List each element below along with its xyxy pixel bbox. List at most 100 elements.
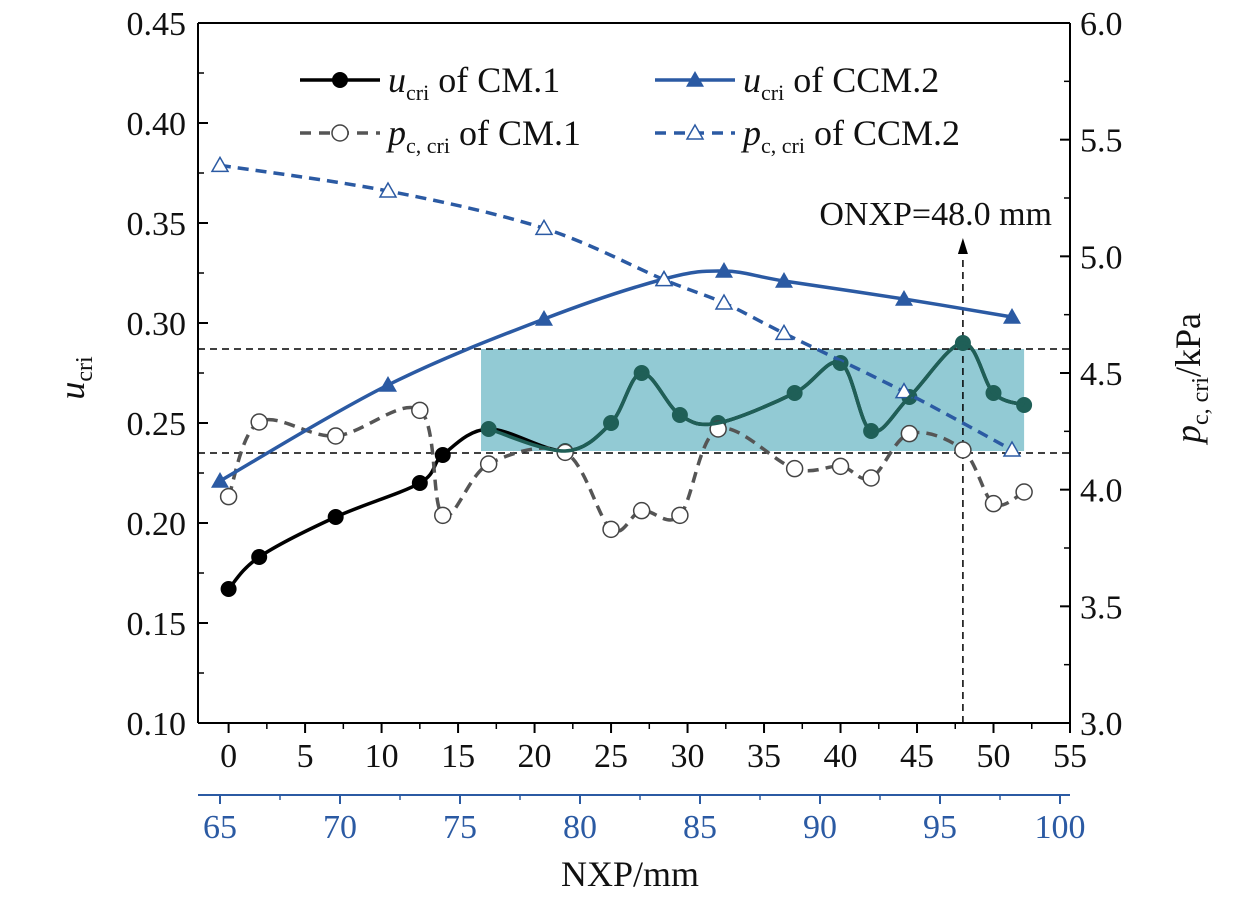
series-1-point: [671, 506, 689, 525]
series-1-point: [250, 413, 268, 431]
legend-marker-1: [331, 124, 349, 142]
series-2-point: [895, 290, 913, 306]
series-1-point: [831, 457, 850, 476]
legend-marker-0: [332, 72, 348, 88]
y-axis-title-right-suffix: /kPa: [1168, 313, 1208, 377]
legend-label-sub: cri: [761, 80, 784, 105]
legend-marker-2: [686, 71, 704, 87]
x2-tick-label: 95: [923, 809, 957, 846]
y-tick-label-right: 3.5: [1080, 589, 1123, 626]
y-tick-label-right: 5.5: [1080, 123, 1123, 160]
legend-label-0: ucri of CM.1: [388, 60, 560, 105]
y-tick-label-left: 0.20: [127, 506, 187, 543]
legend-label-main: u: [388, 60, 406, 100]
series-1-point: [785, 459, 804, 478]
y-tick-label-left: 0.30: [127, 306, 187, 343]
y-axis-title-left: ucri: [52, 356, 98, 400]
series-1-point: [900, 424, 919, 443]
y-axis-title-right-main: p: [1168, 425, 1208, 446]
series-0-point: [327, 509, 344, 525]
y-axis-title-right-sub: c, cri: [1188, 377, 1214, 425]
annotation-text-0: ONXP=48.0 mm: [819, 196, 1052, 233]
x-tick-label: 55: [1053, 738, 1087, 775]
legend-label-rest: of CCM.2: [784, 60, 939, 100]
y-axis-title-left-sub: cri: [72, 356, 98, 382]
legend-label-main: p: [385, 113, 406, 153]
series-1-point: [411, 401, 429, 420]
series-1-point: [326, 427, 345, 445]
y-tick-label-left: 0.25: [127, 406, 187, 443]
x-tick-label: 15: [441, 738, 475, 775]
x-tick-label: 35: [747, 738, 781, 775]
series-1-point: [954, 441, 972, 459]
series-1-point: [479, 455, 498, 473]
x-tick-label: 20: [518, 738, 552, 775]
legend-label-main: u: [743, 60, 761, 100]
legend-label-main: p: [740, 113, 761, 153]
series-2-point: [775, 272, 793, 288]
highlight-region: [481, 349, 1025, 451]
legend-label-2: ucri of CCM.2: [743, 60, 939, 105]
x2-tick-label: 100: [1035, 809, 1086, 846]
series-0-highlight-segment: [488, 341, 1025, 453]
series-3-point: [1002, 440, 1022, 457]
series-0-point: [220, 581, 237, 597]
y-tick-label-right: 3.0: [1080, 706, 1123, 743]
series-2-point: [211, 472, 229, 488]
series-1-point: [602, 520, 620, 539]
y-tick-label-left: 0.35: [127, 206, 187, 243]
series-1-point: [219, 487, 238, 506]
legend-label-1: pc, cri of CM.1: [385, 113, 581, 158]
x-tick-label: 50: [977, 738, 1011, 775]
series-line-1: [226, 405, 1025, 534]
series-3-point: [534, 218, 554, 236]
y-tick-label-right: 5.0: [1080, 239, 1123, 276]
series-0-point: [434, 447, 451, 463]
series-0-point: [411, 475, 428, 491]
series-2-point: [379, 376, 397, 392]
series-1-point: [632, 501, 651, 520]
series-0-point: [1016, 397, 1033, 413]
x-tick-label: 30: [671, 738, 705, 775]
x-tick-label: 0: [220, 738, 237, 775]
y-tick-label-left: 0.10: [127, 706, 187, 743]
series-1-point: [862, 469, 880, 487]
series-3-point: [378, 181, 398, 198]
y-tick-label-left: 0.15: [127, 606, 187, 643]
x-tick-label: 40: [824, 738, 858, 775]
legend-label-sub: c, cri: [406, 133, 450, 158]
series-3-point: [714, 293, 734, 310]
series-2-point: [715, 262, 733, 278]
series-1-point: [984, 494, 1003, 513]
x2-tick-label: 85: [683, 809, 717, 846]
x-tick-label: 45: [900, 738, 934, 775]
series-1-point: [434, 506, 452, 525]
y-tick-label-right: 4.0: [1080, 473, 1123, 510]
x2-tick-label: 90: [803, 809, 837, 846]
series-2-point: [535, 310, 553, 326]
legend-label-rest: of CM.1: [429, 60, 560, 100]
series-2-point: [1003, 308, 1021, 324]
y-axis-title-left-main: u: [52, 382, 92, 400]
x2-tick-label: 75: [443, 809, 477, 846]
legend-label-3: pc, cri of CCM.2: [740, 113, 960, 158]
legend-label-rest: of CCM.2: [805, 113, 960, 153]
y-tick-label-right: 4.5: [1080, 356, 1123, 393]
legend-label-rest: of CM.1: [450, 113, 581, 153]
x2-tick-label: 70: [323, 809, 357, 846]
legend-label-sub: cri: [406, 80, 429, 105]
y-tick-label-right: 6.0: [1080, 6, 1123, 43]
y-tick-label-left: 0.40: [127, 106, 187, 143]
x-axis-title: NXP/mm: [561, 854, 699, 894]
series-3-point: [894, 382, 914, 399]
series-0-point: [251, 549, 268, 565]
y-axis-title-right: pc, cri/kPa: [1168, 313, 1214, 446]
series-3-point: [654, 270, 674, 287]
series-3-point: [774, 323, 794, 341]
legend-label-sub: c, cri: [761, 133, 805, 158]
series-1-point: [1015, 483, 1033, 501]
reference-arrow-head: [957, 238, 968, 254]
series-0-point: [480, 421, 497, 437]
y-tick-label-left: 0.45: [127, 6, 187, 43]
